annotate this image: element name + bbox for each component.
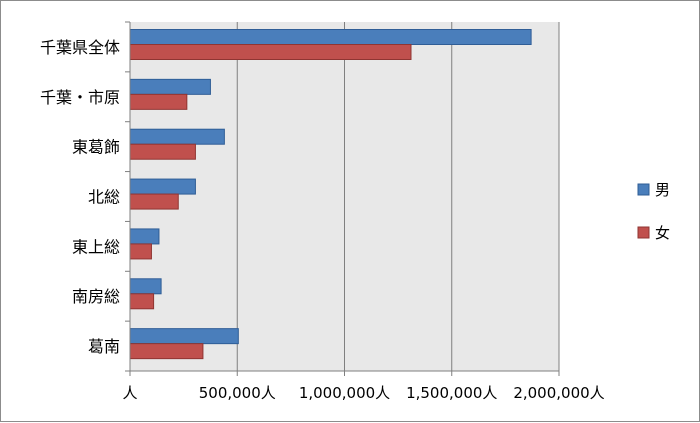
bar-male (129, 328, 239, 345)
x-tick-label: 2,000,000人 (513, 384, 604, 402)
bar-male (129, 178, 196, 195)
category-label: 東葛飾 (72, 138, 120, 157)
bar-male (129, 128, 225, 145)
x-tick-label: 1,500,000人 (406, 384, 497, 402)
category-label: 千葉・市原 (40, 88, 120, 107)
category-label: 葛南 (88, 337, 120, 356)
bar-female (129, 44, 412, 60)
category-label: 東上総 (72, 237, 120, 256)
legend-label: 女 (655, 224, 670, 242)
x-tick-label: 500,000人 (199, 384, 276, 402)
bar-male (129, 278, 162, 295)
bar-male (129, 29, 532, 45)
bar-female (129, 193, 179, 210)
legend-swatch (637, 183, 650, 196)
category-label: 北総 (88, 188, 120, 207)
x-tick-label: 1,000,000人 (299, 384, 390, 402)
bar-female (129, 243, 152, 260)
bar-female (129, 343, 204, 360)
bar-female (129, 293, 155, 310)
category-label: 南房総 (72, 287, 120, 306)
bar-male (129, 228, 160, 245)
legend-label: 男 (655, 181, 670, 199)
bar-female (129, 143, 196, 160)
bar-male (129, 78, 211, 95)
category-label: 千葉県全体 (40, 38, 120, 57)
bar-female (129, 93, 188, 110)
legend-swatch (637, 226, 650, 239)
x-tick-label: 人 (122, 384, 137, 402)
